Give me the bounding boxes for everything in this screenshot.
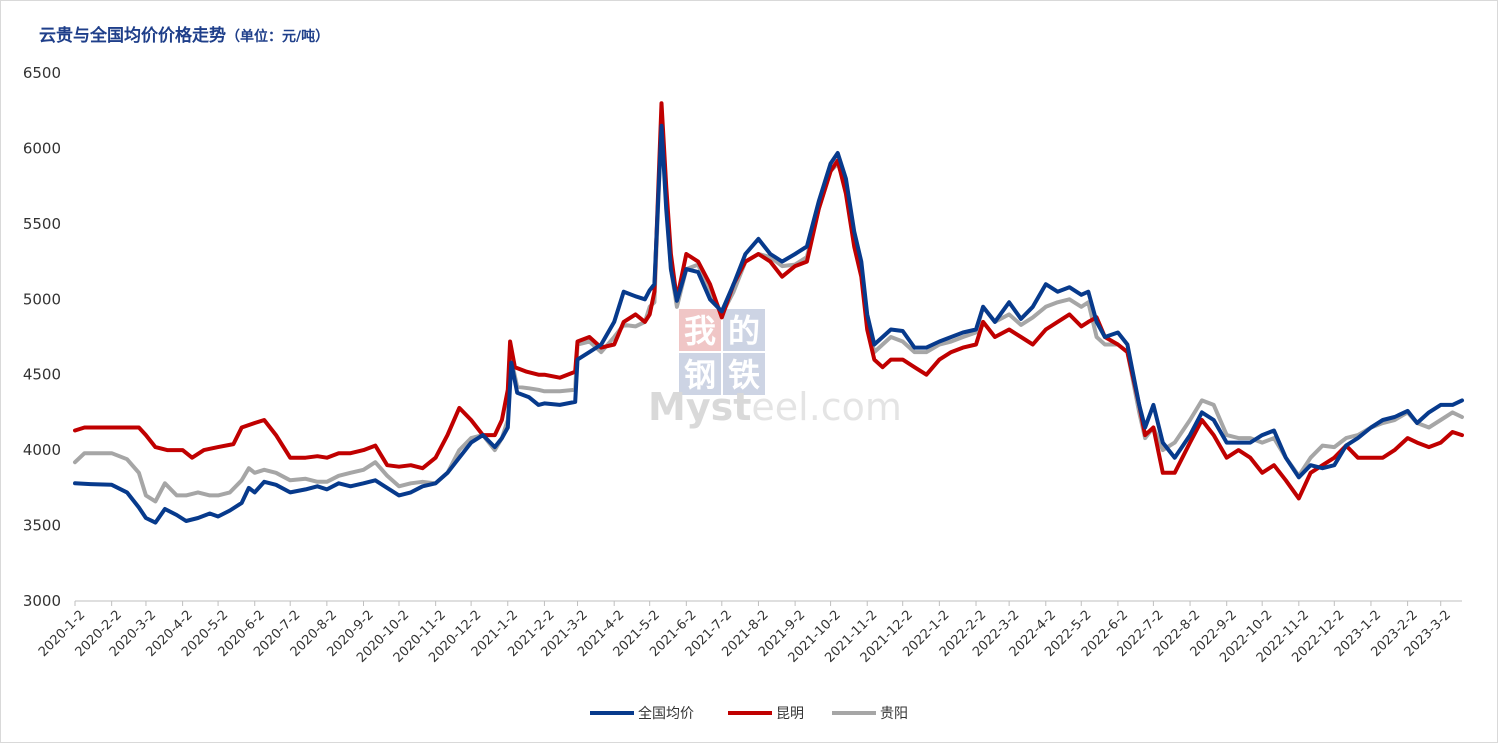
series-lines [73, 101, 1464, 525]
mysteel-watermark: 我 的 钢 铁 Mysteel.com [648, 309, 902, 429]
x-axis: 2020-1-22020-2-22020-3-22020-4-22020-5-2… [36, 600, 1462, 666]
watermark-char-1: 我 [684, 312, 716, 350]
watermark-brand-light: eel.com [751, 385, 902, 429]
y-axis: 3000 3500 4000 4500 5000 5500 6000 6500 [23, 64, 61, 610]
y-tick-label: 4000 [23, 441, 61, 459]
y-tick-label: 3500 [23, 517, 61, 535]
y-tick-label: 3000 [23, 592, 61, 610]
y-tick-label: 4500 [23, 366, 61, 384]
watermark-tile-1 [679, 309, 721, 351]
watermark-tile-3 [679, 353, 721, 395]
watermark-brand-dark: Myst [648, 385, 751, 429]
watermark-char-3: 钢 [684, 356, 716, 394]
legend-label: 昆明 [776, 706, 804, 722]
series-line-2 [73, 101, 1464, 501]
watermark-brand: Mysteel.com [648, 385, 902, 429]
chart-title-unit: （单位：元/吨） [226, 29, 330, 45]
watermark-tile-2 [723, 309, 765, 351]
legend: 全国均价 昆明 贵阳 [590, 705, 908, 722]
watermark-char-4: 铁 [728, 356, 760, 394]
y-tick-label: 6500 [23, 64, 61, 82]
y-tick-label: 5500 [23, 215, 61, 233]
series-line-1 [73, 123, 1464, 525]
y-tick-label: 6000 [23, 139, 61, 157]
legend-label: 全国均价 [638, 705, 694, 722]
watermark-tile-4 [723, 353, 765, 395]
y-tick-label: 5000 [23, 290, 61, 308]
legend-label: 贵阳 [880, 706, 908, 722]
chart-title: 云贵与全国均价价格走势（单位：元/吨） [39, 21, 329, 46]
watermark-char-2: 的 [728, 312, 760, 350]
chart-title-text: 云贵与全国均价价格走势 [39, 26, 226, 46]
